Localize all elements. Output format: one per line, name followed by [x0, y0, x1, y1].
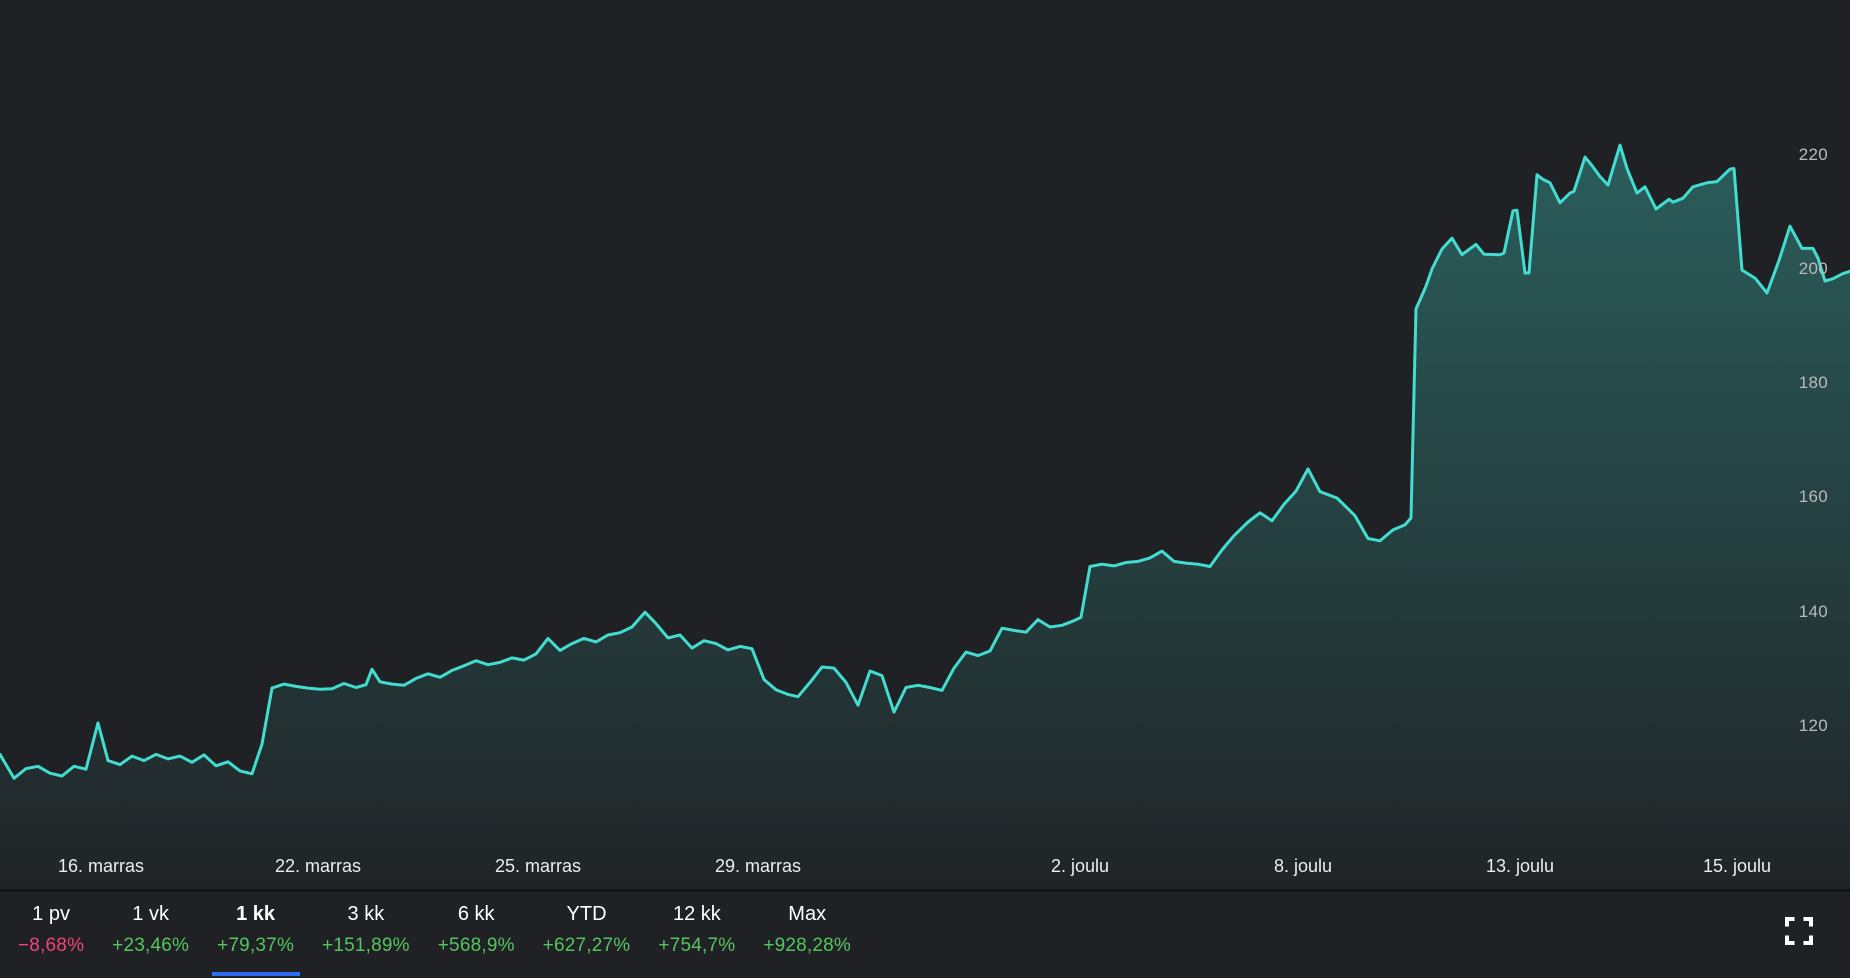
period-label: Max [788, 903, 827, 925]
period-selector: 1 pv −8,68% 1 vk +23,46% 1 kk +79,37% 3 kk +151… [0, 892, 1850, 978]
period-change-value: +79,37% [217, 935, 295, 956]
period-change-value: +151,89% [322, 935, 410, 956]
period-button-ytd[interactable]: YTD +627,27% [529, 892, 645, 978]
period-change-value: +627,27% [542, 935, 631, 956]
x-axis-tick: 13. joulu [1485, 856, 1555, 876]
x-axis-tick: 22. marras [274, 856, 362, 876]
period-change-value: +754,7% [658, 935, 736, 956]
period-label: 1 kk [236, 903, 276, 925]
chart-line [0, 143, 1850, 780]
period-label: 1 vk [132, 903, 169, 925]
x-axis-tick: 8. joulu [1273, 856, 1333, 876]
period-change-value: +928,28% [763, 935, 852, 956]
chart-area-fill [0, 145, 1850, 889]
period-change-value: +568,9% [437, 935, 515, 956]
selected-period-underline [211, 972, 300, 976]
y-axis-tick-140: 140 [1798, 601, 1828, 621]
fullscreen-icon [1785, 917, 1813, 945]
x-axis-tick: 29. marras [714, 856, 802, 876]
period-change-value: +23,46% [112, 935, 190, 956]
period-label: 12 kk [672, 903, 721, 925]
period-button-12kk[interactable]: 12 kk +754,7% [644, 892, 749, 978]
y-axis-tick-160: 160 [1798, 487, 1828, 507]
period-button-max[interactable]: Max +928,28% [749, 892, 865, 978]
period-button-1pv[interactable]: 1 pv −8,68% [4, 892, 98, 978]
period-button-6kk[interactable]: 6 kk +568,9% [424, 892, 529, 978]
period-button-1vk[interactable]: 1 vk +23,46% [98, 892, 203, 978]
period-button-3kk[interactable]: 3 kk +151,89% [308, 892, 424, 978]
period-change-value: −8,68% [18, 935, 85, 956]
period-button-1kk[interactable]: 1 kk +79,37% [203, 892, 308, 978]
x-axis-tick: 16. marras [57, 856, 145, 876]
period-label: 1 pv [32, 903, 70, 925]
period-label: 3 kk [347, 903, 385, 925]
period-selector-bar: 1 pv −8,68% 1 vk +23,46% 1 kk +79,37% 3 kk +151… [0, 889, 1850, 978]
period-label: 6 kk [457, 903, 495, 925]
price-chart[interactable] [0, 0, 1850, 889]
y-axis-tick-120: 120 [1798, 715, 1828, 735]
y-axis-tick-220: 220 [1798, 144, 1828, 164]
y-axis-tick-180: 180 [1798, 373, 1828, 393]
y-axis-tick-200: 200 [1798, 259, 1828, 278]
x-axis-tick: 15. joulu [1702, 856, 1772, 876]
period-label: YTD [566, 903, 607, 925]
x-axis-tick: 25. marras [494, 856, 582, 876]
x-axis-tick: 2. joulu [1050, 856, 1110, 876]
fullscreen-button[interactable] [1780, 912, 1818, 950]
